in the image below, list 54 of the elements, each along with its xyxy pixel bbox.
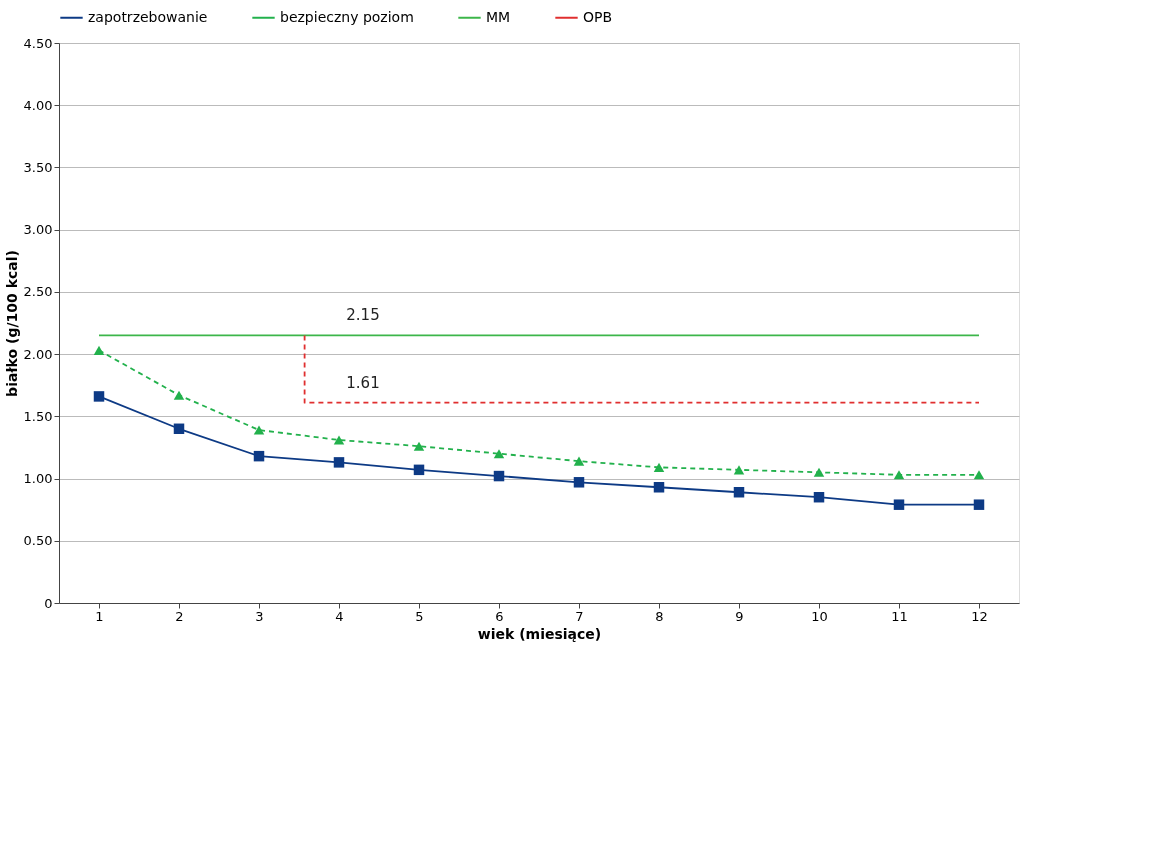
legend-label: OPB	[583, 8, 613, 25]
point	[973, 470, 985, 480]
point	[733, 465, 745, 475]
y-tick-label: 3.50	[23, 159, 53, 175]
point	[173, 423, 185, 435]
x-tick-label: 11	[891, 608, 908, 624]
point	[813, 491, 825, 503]
y-tick-label: 2.50	[23, 284, 53, 300]
y-tick-label: 1.50	[23, 408, 53, 424]
x-tick-label: 6	[495, 608, 504, 624]
x-tick-label: 2	[175, 608, 184, 624]
point	[973, 499, 985, 510]
point	[653, 462, 665, 472]
x-tick-label: 1	[95, 608, 104, 624]
x-tick-label: 10	[811, 608, 828, 624]
y-axis-title: białko (g/100 kcal)	[3, 250, 20, 397]
point	[333, 457, 345, 468]
point	[493, 449, 505, 459]
point	[93, 345, 105, 355]
x-tick-label: 9	[735, 608, 744, 624]
point	[413, 464, 425, 476]
point	[253, 425, 265, 435]
point	[253, 450, 265, 462]
point	[493, 470, 505, 482]
legend-label: bezpieczny poziom	[280, 8, 414, 25]
y-tick-label: 2.00	[23, 346, 53, 362]
x-tick-label: 3	[255, 608, 264, 624]
x-axis-title: wiek (miesiące)	[477, 625, 602, 642]
x-tick-label: 7	[575, 608, 584, 624]
legend-label: MM	[486, 8, 511, 25]
point	[173, 390, 185, 400]
annotation: 2.15	[346, 306, 380, 325]
point	[893, 470, 905, 480]
point	[653, 482, 665, 493]
point	[93, 391, 105, 402]
annotation: 1.61	[346, 373, 380, 392]
x-tick-label: 5	[415, 608, 424, 624]
y-tick-label: 4.00	[23, 97, 53, 113]
x-tick-label: 12	[971, 608, 988, 624]
y-tick-label: 3.00	[23, 222, 53, 238]
point	[573, 477, 585, 488]
point	[893, 499, 905, 510]
legend-label: zapotrzebowanie	[88, 8, 208, 25]
y-tick-label: 1.00	[23, 471, 53, 487]
point	[573, 456, 585, 466]
x-tick-label: 4	[335, 608, 344, 624]
y-tick-label: 0	[44, 595, 53, 611]
point	[413, 441, 425, 451]
y-tick-label: 4.50	[23, 35, 53, 51]
point	[333, 435, 345, 445]
point	[813, 467, 825, 477]
x-tick-label: 8	[655, 608, 664, 624]
point	[733, 487, 745, 498]
y-tick-label: 0.50	[23, 533, 53, 549]
